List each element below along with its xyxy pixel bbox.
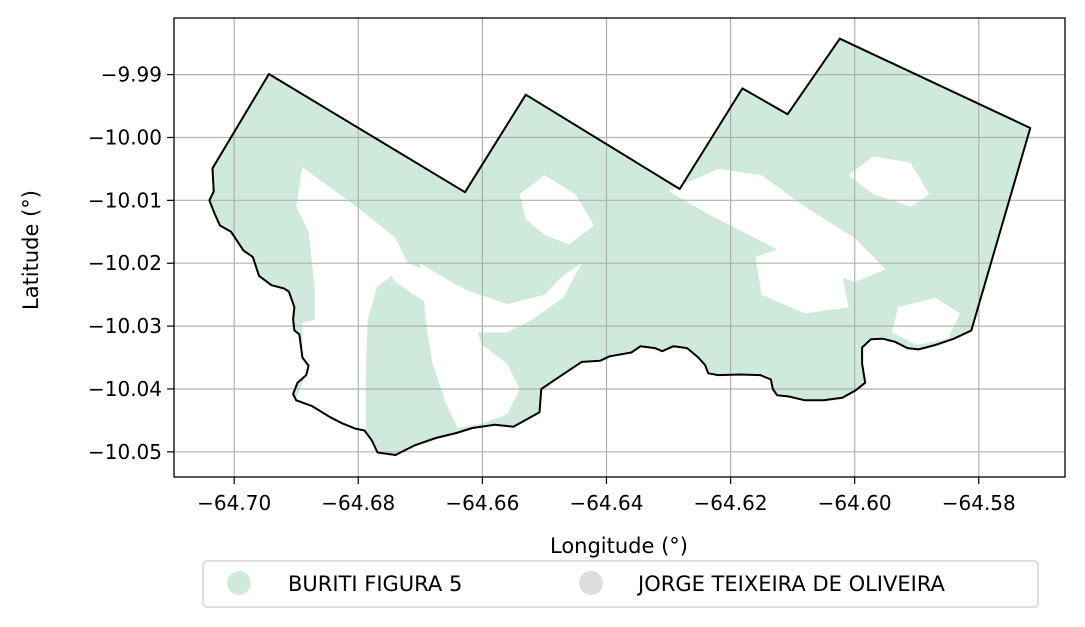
uncovered-area	[755, 244, 849, 314]
grid-lines	[174, 18, 1065, 477]
x-tick-label: −64.58	[942, 491, 1016, 515]
map-layer	[209, 38, 1031, 455]
legend: BURITI FIGURA 5 JORGE TEIXEIRA DE OLIVEI…	[202, 560, 1039, 608]
y-tick-label: −10.05	[88, 440, 162, 464]
y-tick-label: −9.99	[101, 63, 162, 87]
x-tick-label: −64.60	[818, 491, 892, 515]
y-axis-label: Latitude (°)	[19, 190, 43, 310]
y-tick-label: −10.04	[88, 377, 162, 401]
uncovered-area	[296, 167, 408, 430]
legend-swatch-buriti	[227, 571, 251, 595]
uncovered-area	[420, 263, 520, 428]
x-axis-label: Longitude (°)	[550, 534, 688, 558]
x-tick-label: −64.66	[445, 491, 519, 515]
legend-label-jorge-teixeira: JORGE TEIXEIRA DE OLIVEIRA	[636, 572, 946, 596]
x-tick-label: −64.62	[694, 491, 768, 515]
municipality-boundary	[208, 37, 1032, 456]
uncovered-area	[891, 297, 961, 345]
x-tick-label: −64.70	[197, 491, 271, 515]
x-axis-ticks: −64.70 −64.68 −64.66 −64.64 −64.62 −64.60 −64.…	[197, 477, 1016, 515]
buriti-coverage-area	[209, 38, 1031, 455]
x-tick-label: −64.68	[321, 491, 395, 515]
uncovered-area	[848, 156, 930, 207]
x-tick-label: −64.64	[569, 491, 643, 515]
y-tick-label: −10.03	[88, 314, 162, 338]
y-tick-label: −10.02	[88, 251, 162, 275]
y-tick-label: −10.01	[88, 188, 162, 212]
uncovered-area	[668, 168, 886, 283]
legend-frame	[202, 560, 1039, 608]
axes-frame	[173, 17, 1066, 478]
y-tick-label: −10.00	[88, 125, 162, 149]
legend-label-buriti: BURITI FIGURA 5	[288, 572, 462, 596]
uncovered-area	[519, 175, 595, 245]
boundary-outline	[208, 37, 1032, 456]
legend-swatch-jorge-teixeira	[579, 571, 603, 595]
y-axis-ticks: −9.99 −10.00 −10.01 −10.02 −10.03 −10.04 −10.0…	[88, 63, 174, 464]
